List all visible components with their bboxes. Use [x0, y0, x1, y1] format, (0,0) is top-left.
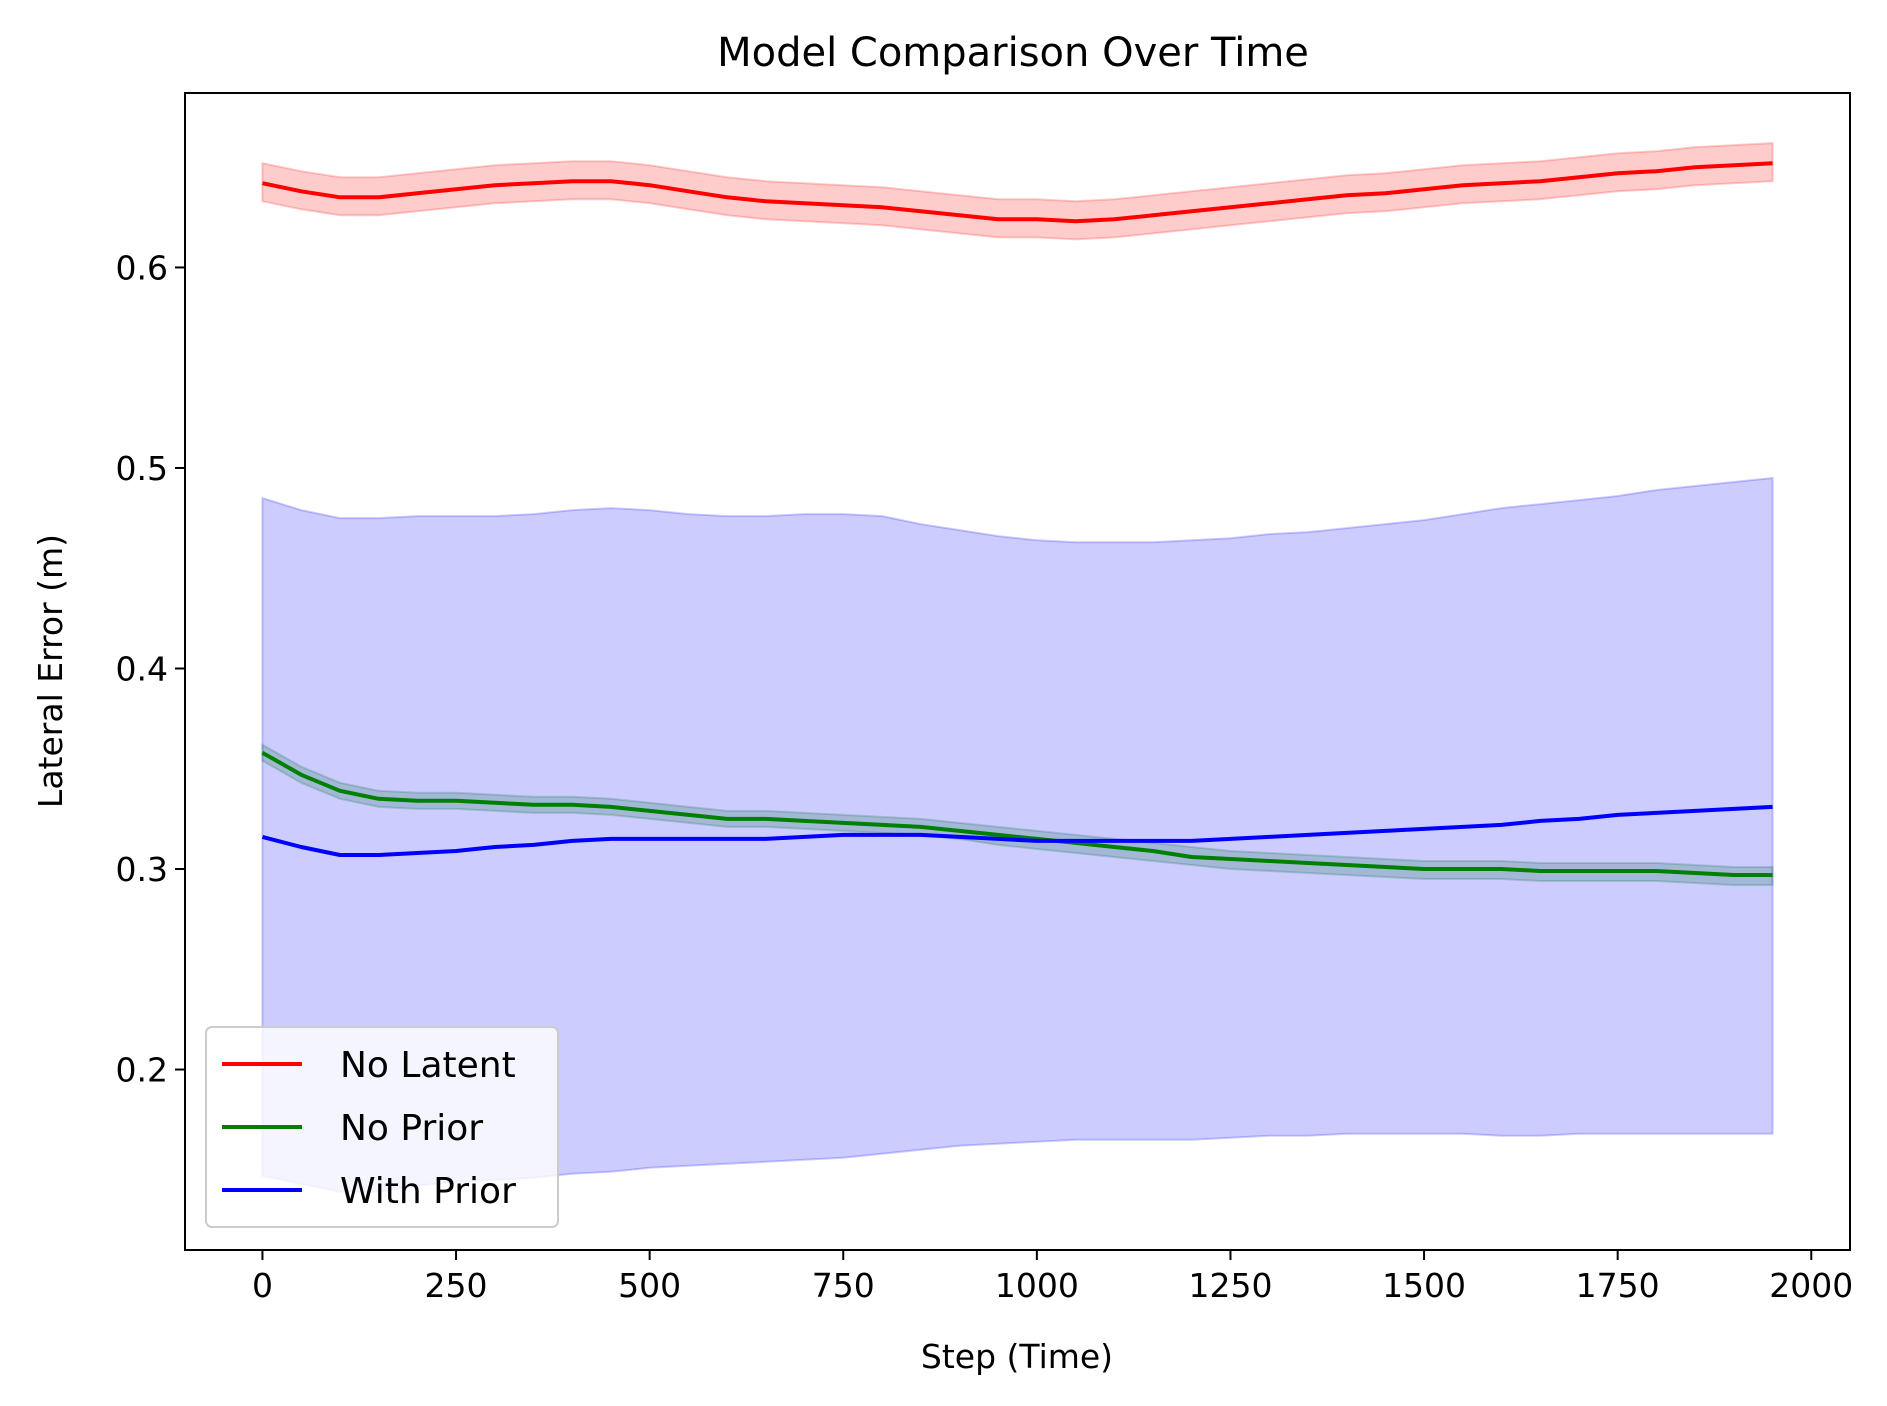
y-tick-label: 0.6	[116, 248, 168, 287]
x-tick-label: 250	[425, 1266, 488, 1305]
y-tick-label: 0.4	[116, 649, 168, 688]
x-tick-label: 2000	[1769, 1266, 1853, 1305]
x-axis-label: Step (Time)	[921, 1337, 1113, 1376]
legend-label-with-prior: With Prior	[340, 1171, 516, 1212]
axis-ticks: 0 250 500 750 1000 1250 1500 1750 2000 0.2 0.3 0.4 0…	[116, 248, 1854, 1305]
plot-area	[261, 142, 1774, 1193]
line-no-latent	[261, 161, 1773, 224]
line-no-prior	[261, 750, 1773, 877]
x-tick-label: 1000	[995, 1266, 1079, 1305]
chart-title: Model Comparison Over Time	[717, 30, 1309, 76]
x-tick-label: 1750	[1576, 1266, 1660, 1305]
legend-box	[205, 1026, 559, 1228]
x-tick-label: 1250	[1188, 1266, 1272, 1305]
y-tick-label: 0.5	[116, 449, 168, 488]
band-no-latent	[261, 142, 1774, 241]
y-axis-label: Lateral Error (m)	[31, 534, 70, 808]
x-tick-label: 1500	[1382, 1266, 1466, 1305]
x-tick-label: 0	[252, 1266, 273, 1305]
legend-label-no-latent: No Latent	[340, 1045, 516, 1086]
x-tick-label: 750	[812, 1266, 875, 1305]
line-with-prior	[261, 804, 1773, 857]
y-tick-label: 0.3	[116, 850, 168, 889]
legend-label-no-prior: No Prior	[340, 1108, 483, 1149]
x-tick-label: 500	[618, 1266, 681, 1305]
legend: No Latent No Prior With Prior	[205, 1026, 559, 1228]
axes-frame	[184, 92, 1851, 1251]
y-tick-label: 0.2	[116, 1051, 168, 1090]
